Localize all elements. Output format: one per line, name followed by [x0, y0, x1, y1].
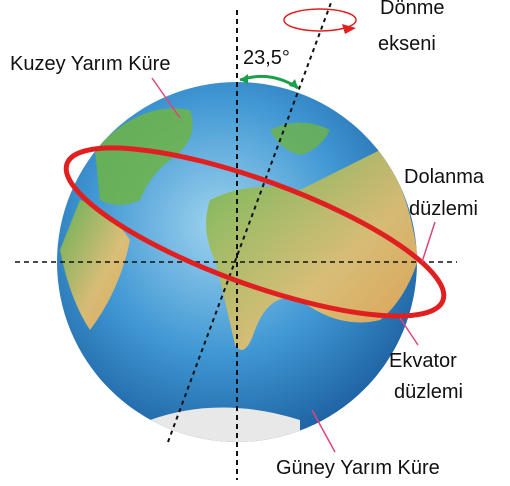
tilt-angle-label: 23,5° [243, 47, 290, 69]
earth-diagram: Dönme ekseni Kuzey Yarım Küre 23,5° Dola… [0, 0, 510, 486]
equatorial-plane-label: düzlemi [394, 381, 463, 403]
rotation-axis-label: ekseni [378, 33, 436, 55]
northern-hemisphere-label: Kuzey Yarım Küre [10, 53, 170, 75]
orbital-plane-label: Dolanma [404, 166, 485, 188]
equatorial-plane-label: Ekvator [389, 350, 457, 372]
arrow-head [342, 24, 356, 34]
orbital-plane-label: düzlemi [409, 198, 478, 220]
rotation-axis-label: Dönme [380, 0, 444, 19]
southern-hemisphere-label: Güney Yarım Küre [276, 457, 440, 479]
